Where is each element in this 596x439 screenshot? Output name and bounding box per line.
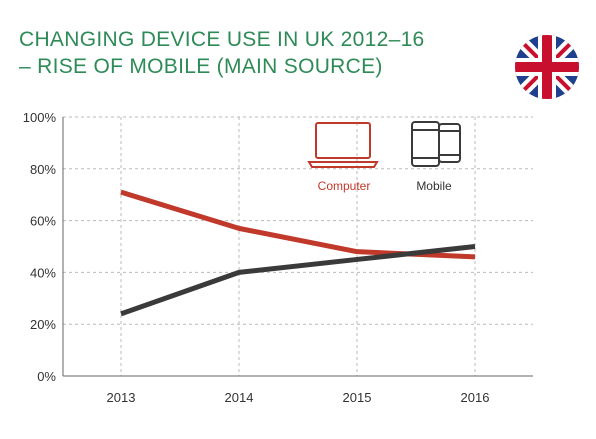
x-tick-label: 2013 — [107, 390, 136, 405]
chart-title: CHANGING DEVICE USE IN UK 2012–16 – RISE… — [19, 26, 489, 80]
series-line-mobile — [120, 244, 476, 317]
y-tick-label: 100% — [23, 110, 57, 125]
y-tick-label: 40% — [30, 265, 56, 280]
uk-flag-icon — [515, 35, 579, 99]
legend-label-computer: Computer — [318, 179, 371, 193]
x-tick-label: 2016 — [461, 390, 490, 405]
chart-title-line-1: CHANGING DEVICE USE IN UK 2012–16 — [19, 28, 425, 51]
y-tick-label: 20% — [30, 317, 56, 332]
x-tick-label: 2014 — [225, 390, 254, 405]
y-tick-label: 80% — [30, 162, 56, 177]
x-tick-label: 2015 — [343, 390, 372, 405]
axes — [62, 117, 533, 377]
laptop-icon — [307, 122, 379, 168]
gridlines — [63, 116, 533, 376]
legend: Computer Mobile — [307, 121, 461, 193]
tick-labels: 0% 20% 40% 60% 80% 100% 2013 2014 2015 2016 — [23, 110, 490, 405]
chart-title-line-2: – RISE OF MOBILE (MAIN SOURCE) — [19, 55, 383, 78]
y-tick-label: 0% — [37, 369, 56, 384]
legend-label-mobile: Mobile — [416, 179, 452, 193]
y-tick-label: 60% — [30, 214, 56, 229]
mobile-tablet-icon — [411, 121, 461, 167]
series-lines — [120, 189, 476, 317]
series-line-computer — [120, 189, 476, 260]
